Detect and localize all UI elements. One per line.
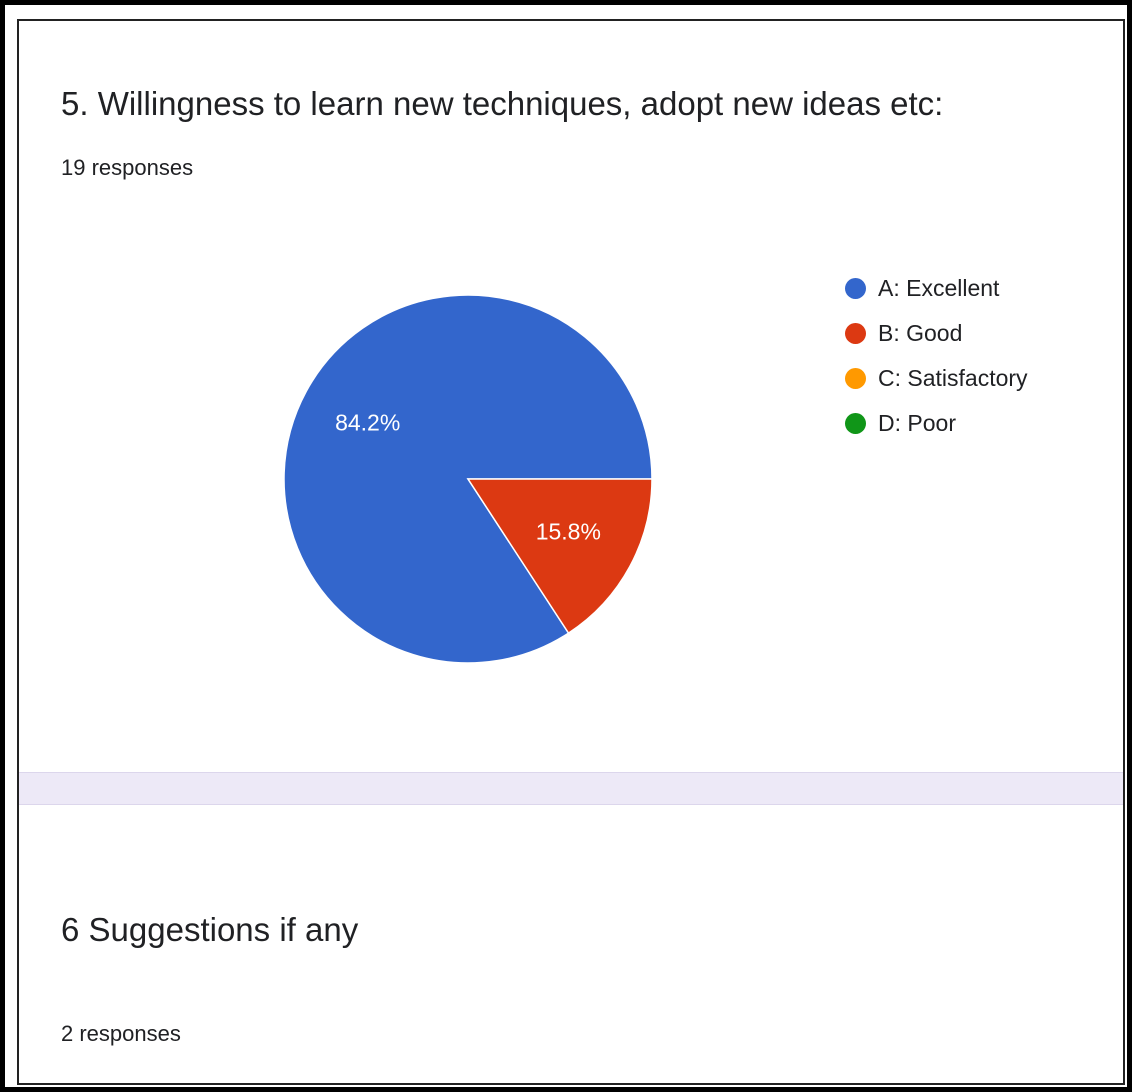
question-6-title: 6 Suggestions if any [61,911,359,948]
question-5-response-count: 19 responses [61,155,194,180]
legend-label-3: C: Satisfactory [878,365,1028,391]
legend-label-4: D: Poor [878,410,956,436]
pie-slice-label-2: 15.8% [536,518,601,544]
legend-label-2: B: Good [878,320,963,346]
pie-slice-label-1: 84.2% [335,410,400,436]
forms-summary-panel: 5. Willingness to learn new techniques, … [17,19,1125,1085]
legend-item-1: A: Excellent [845,266,1028,311]
pie-chart: 84.2% 15.8% [283,294,653,664]
question-5-card: 5. Willingness to learn new techniques, … [19,21,1123,772]
chart-legend: A: Excellent B: Good C: Satisfactory D: Poo… [845,266,1028,446]
legend-item-2: B: Good [845,311,1028,356]
legend-swatch-4 [845,413,866,434]
legend-swatch-1 [845,278,866,299]
legend-item-3: C: Satisfactory [845,356,1028,401]
legend-item-4: D: Poor [845,401,1028,446]
section-divider [19,772,1123,805]
pie-slice-2 [466,478,653,635]
question-5-title: 5. Willingness to learn new techniques, … [61,85,944,122]
question-6-card: 6 Suggestions if any 2 responses [19,805,1123,1083]
question-6-response-count: 2 responses [61,1021,181,1046]
legend-swatch-3 [845,368,866,389]
legend-swatch-2 [845,323,866,344]
legend-label-1: A: Excellent [878,275,1000,301]
